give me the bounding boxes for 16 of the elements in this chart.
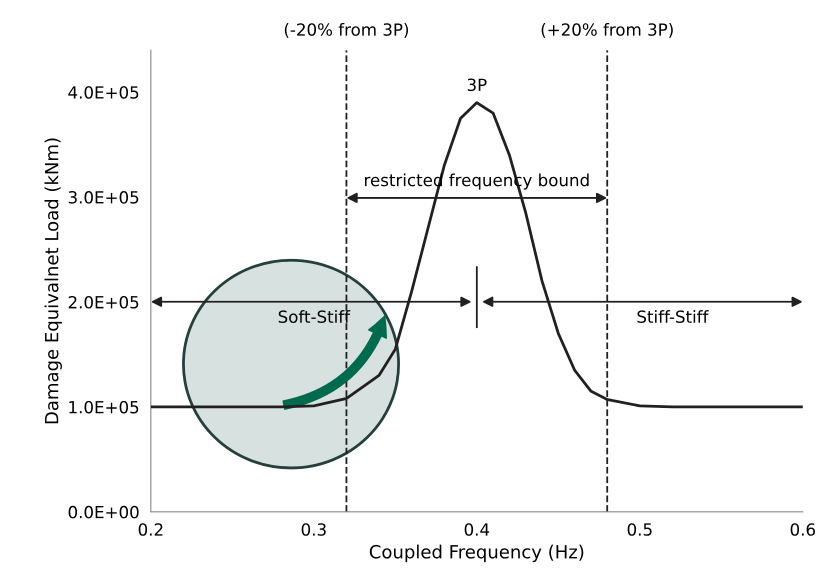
annotation: 3P bbox=[468, 78, 487, 92]
x-tick-label: 0.6 bbox=[790, 523, 816, 536]
ref-line-label: (-20% from 3P) bbox=[284, 22, 408, 38]
x-tick-label: 0.3 bbox=[302, 523, 326, 536]
y-tick-label: 1.0E+05 bbox=[69, 400, 138, 414]
y-axis-title: Damage Equivalnet Load (kNm) bbox=[44, 138, 62, 424]
ref-line-label: (+20% from 3P) bbox=[542, 22, 673, 38]
x-axis-title: Coupled Frequency (Hz) bbox=[370, 544, 584, 562]
annotation: Stiff-Stiff bbox=[637, 310, 709, 324]
x-tick-label: 0.4 bbox=[464, 523, 490, 536]
x-tick-label: 0.5 bbox=[628, 523, 652, 536]
y-tick-label: 0.0E+00 bbox=[68, 506, 139, 518]
y-tick-label: 4.0E+05 bbox=[68, 86, 138, 99]
y-tick-label: 3.0E+05 bbox=[68, 191, 138, 204]
y-tick-label: 2.0E+05 bbox=[68, 296, 138, 309]
x-tick-label: 0.2 bbox=[138, 523, 162, 536]
